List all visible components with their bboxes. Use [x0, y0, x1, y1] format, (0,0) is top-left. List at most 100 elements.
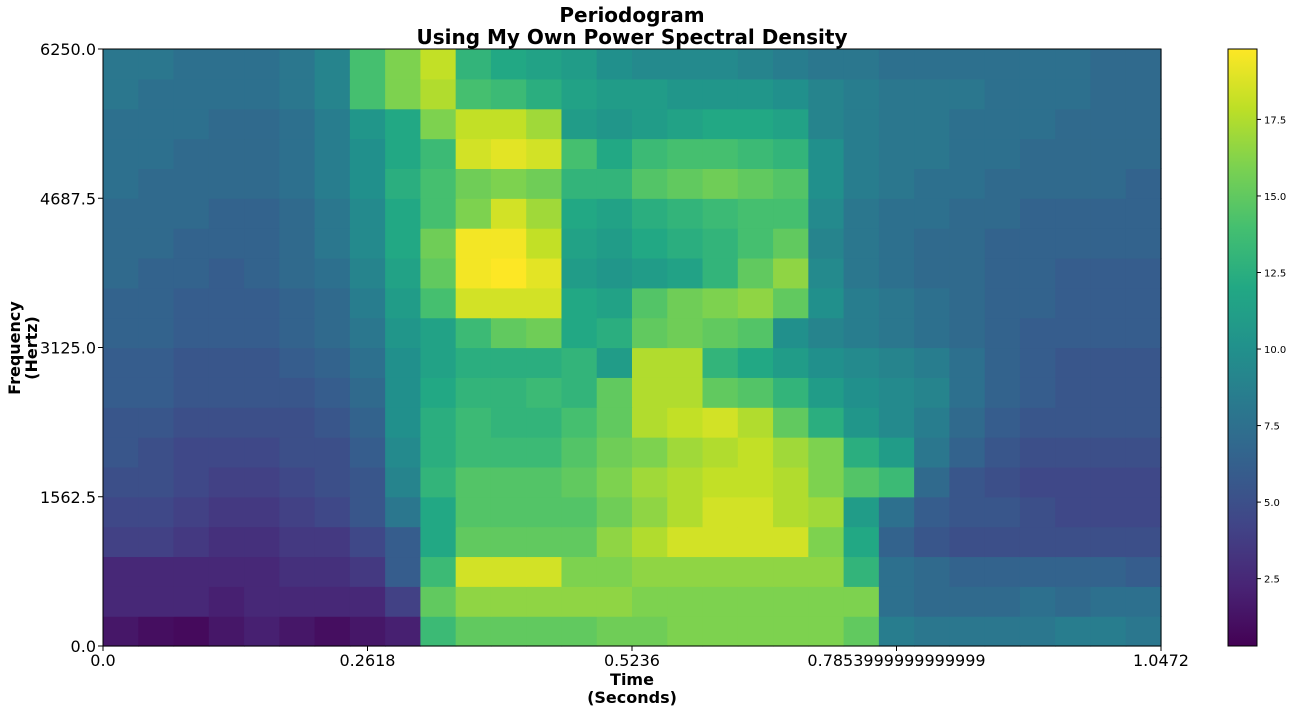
heatmap-cell — [843, 78, 880, 110]
heatmap-cell — [773, 466, 809, 498]
heatmap-cell — [173, 377, 210, 408]
heatmap-cell — [737, 287, 774, 319]
heatmap-cell — [1090, 287, 1127, 319]
heatmap-cell — [702, 466, 739, 498]
heatmap-cell — [1125, 168, 1162, 199]
heatmap-cell — [526, 168, 563, 199]
heatmap-cell — [737, 168, 774, 199]
heatmap-cell — [138, 78, 175, 110]
heatmap-cell — [949, 556, 986, 587]
heatmap-cell — [314, 287, 351, 319]
heatmap-cell — [173, 466, 210, 498]
heatmap-cell — [984, 198, 1021, 229]
heatmap-cell — [984, 496, 1021, 528]
heatmap-cell — [878, 466, 915, 498]
heatmap-cell — [1055, 228, 1092, 259]
heatmap-cell — [1055, 466, 1092, 498]
heatmap-cell — [596, 287, 633, 319]
heatmap-cell — [561, 198, 598, 229]
heatmap-cell — [914, 108, 950, 140]
heatmap-cell — [667, 466, 704, 498]
heatmap-cell — [244, 287, 280, 319]
heatmap-cell — [596, 526, 633, 558]
heatmap-cell — [596, 586, 633, 617]
heatmap-cell — [455, 49, 492, 80]
heatmap-cell — [1090, 198, 1127, 229]
heatmap-cell — [914, 198, 950, 229]
heatmap-cell — [349, 49, 386, 80]
heatmap-cell — [667, 228, 704, 259]
heatmap-cell — [279, 556, 316, 587]
heatmap-cell — [279, 108, 316, 140]
heatmap-cell — [632, 466, 668, 498]
heatmap-cell — [138, 616, 175, 647]
heatmap-cell — [1019, 287, 1056, 319]
heatmap-cell — [138, 407, 175, 438]
heatmap-cell — [773, 407, 809, 438]
heatmap-cell — [843, 108, 880, 140]
heatmap-cell — [279, 138, 316, 169]
x-tick-label: 0.5236 — [604, 651, 660, 670]
heatmap-cell — [349, 347, 386, 378]
x-axis-ticks: 0.0 0.2618 0.5236 0.7853999999999999 1.0472 — [90, 646, 1189, 670]
heatmap-cell — [173, 407, 210, 438]
heatmap-cell — [244, 257, 280, 289]
heatmap-cell — [349, 257, 386, 289]
x-axis-label-line-2: (Seconds) — [587, 688, 677, 707]
heatmap-cell — [103, 198, 139, 229]
heatmap-cell — [632, 407, 668, 438]
heatmap-cell — [1090, 526, 1127, 558]
heatmap-cell — [1019, 78, 1056, 110]
colorbar-tick-label: 10.0 — [1264, 345, 1286, 356]
colorbar-tick-label: 12.5 — [1264, 268, 1286, 279]
heatmap-cell — [526, 138, 563, 169]
heatmap-cell — [208, 198, 245, 229]
heatmap-cell — [808, 78, 845, 110]
y-tick-label: 6250.0 — [40, 40, 96, 59]
heatmap-cell — [949, 347, 986, 378]
heatmap-cell — [490, 108, 527, 140]
heatmap-cell — [878, 108, 915, 140]
heatmap-cell — [314, 586, 351, 617]
heatmap-cell — [878, 287, 915, 319]
heatmap-cell — [1090, 78, 1127, 110]
heatmap-cell — [314, 377, 351, 408]
heatmap-cell — [1125, 616, 1162, 647]
heatmap-cell — [702, 198, 739, 229]
heatmap-cell — [773, 556, 809, 587]
heatmap-cell — [173, 257, 210, 289]
heatmap-cell — [561, 257, 598, 289]
heatmap-cell — [173, 586, 210, 617]
heatmap-cell — [949, 138, 986, 169]
heatmap-cell — [667, 168, 704, 199]
heatmap-cell — [1090, 347, 1127, 378]
heatmap-cell — [914, 586, 950, 617]
heatmap-cell — [773, 228, 809, 259]
heatmap-cell — [1019, 466, 1056, 498]
heatmap-cell — [667, 317, 704, 349]
heatmap-cell — [1055, 586, 1092, 617]
heatmap-cell — [138, 496, 175, 528]
heatmap-cell — [949, 108, 986, 140]
heatmap-cell — [737, 257, 774, 289]
heatmap-cell — [773, 377, 809, 408]
heatmap-cell — [103, 78, 139, 110]
heatmap-cell — [385, 317, 421, 349]
heatmap-cell — [702, 496, 739, 528]
heatmap-cell — [1055, 377, 1092, 408]
heatmap-cell — [103, 287, 139, 319]
heatmap-cell — [596, 228, 633, 259]
heatmap-cell — [914, 168, 950, 199]
heatmap-cell — [490, 437, 527, 468]
heatmap-cell — [667, 138, 704, 169]
heatmap-cell — [1125, 78, 1162, 110]
heatmap-cell — [808, 616, 845, 647]
heatmap-cell — [1055, 407, 1092, 438]
heatmap-cell — [632, 198, 668, 229]
heatmap-cell — [385, 347, 421, 378]
heatmap-cell — [808, 228, 845, 259]
heatmap-cell — [314, 437, 351, 468]
heatmap-cell — [1055, 108, 1092, 140]
heatmap-cell — [561, 347, 598, 378]
